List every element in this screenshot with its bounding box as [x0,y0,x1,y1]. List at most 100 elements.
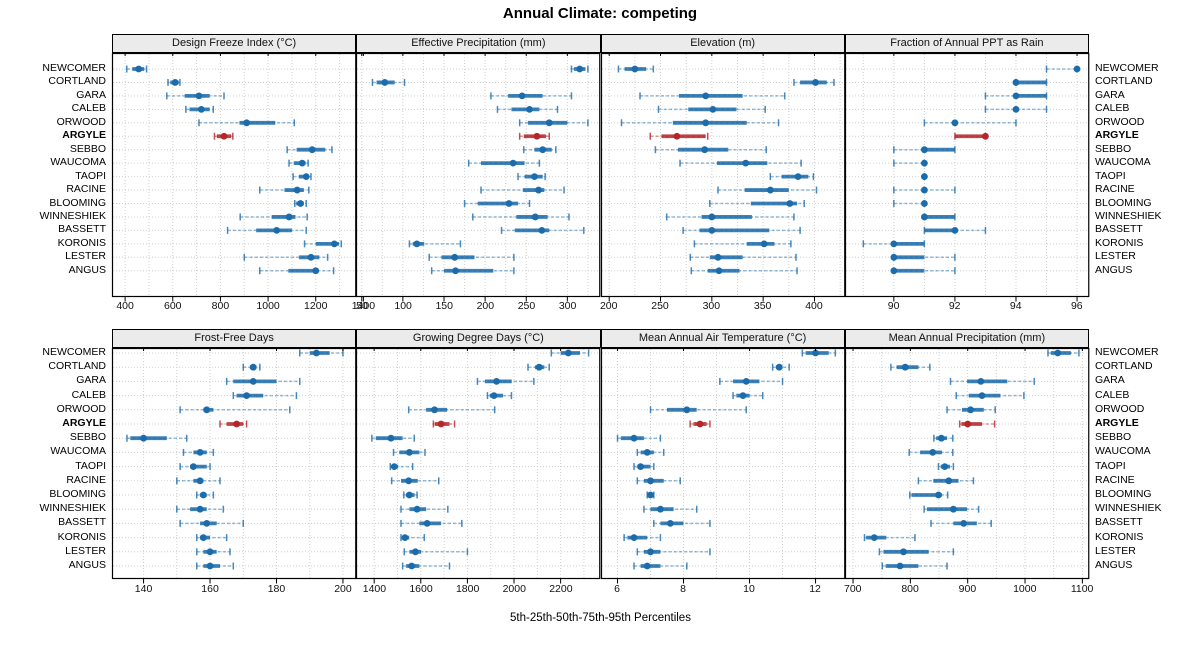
series-sebbo [654,146,767,154]
median-dot [532,213,539,221]
series-koronis [195,534,228,542]
x-tick-label: 400 [116,300,134,312]
panel-plot-mean-annual-air-temperature [600,347,845,584]
x-tick-label: 2200 [549,583,573,595]
series-caleb [955,392,1025,400]
median-dot [630,534,637,541]
x-tick-label: 250 [651,300,669,312]
series-gara [984,92,1048,100]
median-dot [243,119,251,127]
median-dot [646,548,654,556]
panel-plot-mean-annual-precipitation [844,347,1090,584]
row-label-gara: GARA [1095,88,1125,101]
series-blooming [708,200,805,207]
x-tick-label: 1200 [304,300,328,312]
series-cortland [167,78,181,86]
median-dot [701,92,709,100]
panel-strip-growing-degree-days: Growing Degree Days (°C) [356,329,601,348]
series-taopi [389,463,414,471]
series-bassett [652,519,711,527]
row-label-racine: RACINE [66,473,106,486]
panel-title: Growing Degree Days (°C) [412,332,544,344]
median-dot [249,363,257,371]
median-dot [934,491,942,499]
series-argyle [953,132,989,140]
median-dot [630,65,638,73]
row-label-newcomer: NEWCOMER [42,62,106,74]
row-label-gara: GARA [76,88,106,101]
series-caleb [657,105,766,113]
row-label-argyle: ARGYLE [62,417,106,429]
panel-border [111,347,357,580]
median-dot [293,186,301,194]
panel-title: Elevation (m) [690,37,756,49]
series-waucoma [182,448,215,456]
series-orwood [946,406,996,414]
panel-border [600,52,845,298]
median-dot [890,253,897,261]
series-sebbo [371,434,416,442]
series-cortland [771,363,790,371]
x-tick-label: 400 [805,300,823,312]
median-dot [1073,65,1081,73]
series-gara [476,377,535,385]
median-dot [949,505,957,513]
row-label-koronis: KORONIS [1095,236,1144,249]
median-dot [696,420,703,428]
series-lester [890,253,956,261]
row-label-sebbo: SEBBO [69,142,106,155]
row-label-blooming: BLOOMING [1095,196,1152,209]
median-dot [741,159,749,167]
series-racine [892,186,956,194]
series-winneshiek [400,505,449,513]
median-dot [140,434,147,442]
row-label-koronis: KORONIS [57,236,106,249]
series-racine [391,477,440,485]
median-dot [518,92,526,100]
median-dot [901,363,909,371]
series-orwood [198,119,296,127]
median-dot [406,449,414,456]
median-dot [920,186,928,194]
series-cortland [371,78,406,86]
median-dot [937,434,945,442]
series-argyle [519,132,551,140]
median-dot [413,240,421,248]
median-dot [509,159,517,167]
median-dot [951,227,959,234]
x-tick-label: 300 [702,300,721,312]
row-label-blooming: BLOOMING [49,488,106,500]
median-dot [273,227,281,234]
row-label-sebbo: SEBBO [1095,142,1132,155]
series-sebbo [892,146,956,154]
series-blooming [464,200,531,207]
row-label-waucoma: WAUCOMA [50,156,106,169]
median-dot [135,65,143,73]
series-newcomer [126,65,148,73]
panel-strip-effective-precipitation: Effective Precipitation (mm) [356,34,601,53]
median-dot [171,79,179,86]
series-caleb [496,105,559,113]
row-label-cortland: CORTLAND [48,75,106,88]
series-newcomer [550,349,590,357]
series-waucoma [288,159,309,167]
panel-strip-fraction-of-annual-ppt-as-rain: Fraction of Annual PPT as Rain [844,34,1089,53]
median-dot [539,146,547,154]
x-tick-label: 1400 [351,300,376,312]
series-argyle [213,132,234,140]
median-dot [739,392,746,399]
series-waucoma [678,159,802,167]
panel-plot-effective-precipitation [356,52,601,302]
panel-plot-fraction-of-annual-ppt-as-rain [844,52,1090,302]
median-dot [576,65,584,73]
series-taopi [179,463,211,471]
median-dot [546,119,553,127]
row-label-orwood: ORWOOD [56,402,106,415]
series-taopi [632,463,655,471]
series-bassett [681,226,801,234]
median-dot [945,477,952,485]
x-tick-label: 94 [1009,300,1022,312]
row-label-caleb: CALEB [71,388,106,401]
series-gara [166,92,225,100]
